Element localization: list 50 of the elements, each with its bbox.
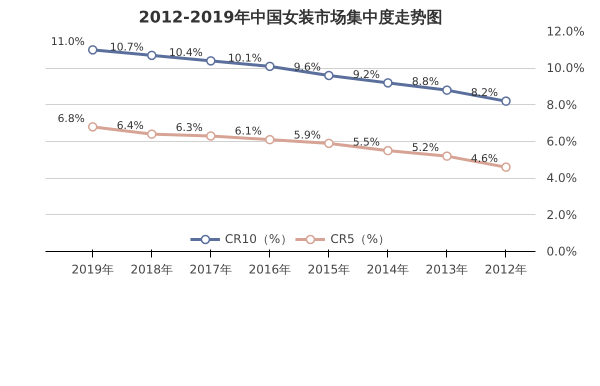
point bbox=[442, 85, 452, 95]
data-label: 8.2% bbox=[470, 86, 498, 100]
y-tick-label: 6.0% bbox=[546, 134, 577, 148]
point bbox=[265, 62, 275, 72]
data-label: 10.1% bbox=[228, 51, 262, 64]
point bbox=[501, 162, 511, 172]
point bbox=[324, 138, 334, 148]
point bbox=[88, 122, 98, 132]
data-label: 6.4% bbox=[116, 119, 144, 132]
data-label: 4.6% bbox=[470, 152, 498, 166]
y-tick-label: 10.0% bbox=[546, 61, 585, 76]
y-tick-label: 0.0% bbox=[546, 244, 577, 258]
data-label: 6.1% bbox=[234, 124, 262, 138]
data-label: 10.4% bbox=[168, 46, 203, 59]
legend-label: CR10（%） bbox=[224, 230, 292, 248]
point bbox=[442, 151, 452, 161]
data-label: 5.2% bbox=[412, 141, 439, 154]
y-tick-label: 12.0% bbox=[546, 24, 585, 38]
x-tick-label: 2019年 bbox=[71, 262, 114, 276]
x-tick-label: 2016年 bbox=[248, 262, 292, 276]
point bbox=[383, 146, 393, 156]
y-tick-label: 4.0% bbox=[546, 171, 577, 186]
point bbox=[206, 56, 216, 66]
data-label: 9.2% bbox=[352, 68, 380, 81]
y-tick-label: 2.0% bbox=[546, 208, 577, 222]
x-tick-label: 2014年 bbox=[366, 262, 410, 276]
data-label: 6.3% bbox=[176, 121, 203, 134]
point bbox=[501, 96, 511, 106]
x-tick-label: 2013年 bbox=[426, 262, 468, 276]
x-tick-label: 2018年 bbox=[130, 262, 174, 276]
chart-title: 2012-2019年中国女装市场集中度走势图 bbox=[138, 8, 442, 26]
x-tick-label: 2015年 bbox=[308, 262, 350, 276]
point bbox=[324, 70, 334, 80]
point bbox=[206, 131, 216, 141]
data-label: 6.8% bbox=[58, 112, 85, 125]
point bbox=[88, 45, 98, 55]
point bbox=[147, 129, 157, 139]
x-tick-label: 2017年 bbox=[190, 262, 232, 276]
data-label: 10.7% bbox=[110, 40, 144, 54]
data-label: 8.8% bbox=[412, 75, 439, 88]
y-tick-label: 8.0% bbox=[546, 98, 577, 112]
legend-label: CR5（%） bbox=[330, 230, 390, 248]
point bbox=[147, 50, 157, 60]
data-label: 9.6% bbox=[294, 60, 321, 74]
point bbox=[265, 134, 275, 144]
data-label: 5.9% bbox=[294, 128, 321, 142]
x-tick-label: 2012年 bbox=[484, 262, 528, 276]
point bbox=[383, 78, 393, 88]
data-label: 5.5% bbox=[352, 136, 380, 149]
data-label: 11.0% bbox=[50, 34, 85, 48]
